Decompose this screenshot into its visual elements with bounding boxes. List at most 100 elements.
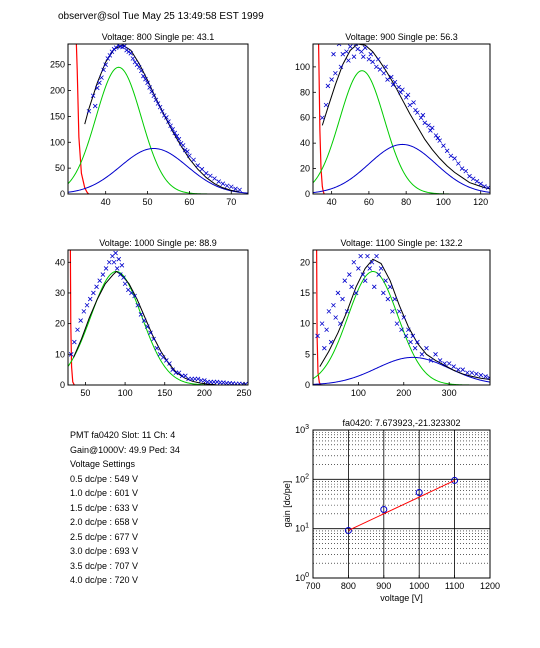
y-tick-label: 250 <box>50 60 65 70</box>
data-point <box>465 370 470 376</box>
data-point <box>84 302 90 308</box>
data-point <box>428 128 433 133</box>
axes: 40 60 80 100 120 0 20 40 60 80 100 <box>295 62 488 207</box>
data-point <box>378 266 384 271</box>
data-point <box>340 51 346 57</box>
data-point <box>116 256 122 262</box>
data-point <box>164 115 169 120</box>
info-line-setting-2-0: 2.0 dc/pe : 658 V <box>70 517 139 527</box>
x-tick-label: 900 <box>376 581 391 591</box>
x-tick-label: 700 <box>305 581 320 591</box>
data-point <box>469 370 475 376</box>
data-point <box>119 263 125 268</box>
y-tick-label: 0 <box>305 189 310 199</box>
x-tick-label: 1000 <box>409 581 429 591</box>
x-tick-label: 1100 <box>445 581 464 591</box>
data-point <box>107 53 113 58</box>
data-point <box>362 45 368 51</box>
data-point <box>398 90 403 95</box>
y-tick-label: 10 <box>55 349 65 359</box>
x-tick-label: 100 <box>351 388 366 398</box>
data-point <box>470 176 476 182</box>
data-point <box>437 138 442 143</box>
y-tick-label: 20 <box>300 164 310 174</box>
x-tick-label: 100 <box>118 388 133 398</box>
data-point <box>130 56 136 61</box>
data-point <box>176 136 182 142</box>
chart-title: Voltage: 1100 Single pe: 132.2 <box>341 238 463 248</box>
data-point <box>92 103 98 109</box>
data-point <box>383 64 388 70</box>
data-point <box>141 318 147 323</box>
gain-point <box>415 489 423 497</box>
pedestal-curve <box>316 250 322 385</box>
data-point <box>429 125 435 131</box>
x-tick-label: 1200 <box>480 581 500 591</box>
data-point <box>400 87 405 93</box>
chart-title: Voltage: 900 Single pe: 56.3 <box>345 32 458 42</box>
chart-title: fa0420: 7.673923,-21.323302 <box>342 418 460 428</box>
data-point <box>113 250 118 256</box>
data-point <box>145 324 150 329</box>
data-point <box>406 327 411 333</box>
gain-point <box>380 505 388 513</box>
data-point <box>212 176 217 181</box>
data-point <box>390 309 395 314</box>
data-point <box>460 367 466 372</box>
x-tick-label: 40 <box>101 197 111 207</box>
data-point <box>355 46 360 52</box>
data-point <box>187 153 192 159</box>
data-point <box>203 171 209 176</box>
data-point <box>138 312 144 317</box>
data-point <box>367 266 373 271</box>
data-point <box>103 266 109 271</box>
data-point <box>387 284 393 290</box>
data-point <box>420 112 426 118</box>
y-tick-label: 101 <box>295 523 309 534</box>
chart-4: Voltage: 1100 Single pe: 132.2 100 200 300 0… <box>300 238 491 398</box>
data-point <box>435 135 441 141</box>
x-tick-label: 300 <box>442 388 457 398</box>
pedestal-curve <box>69 250 75 385</box>
info-line-setting-3-5: 3.5 dc/pe : 707 V <box>70 560 139 571</box>
data-point <box>446 361 452 366</box>
chart-1: Voltage: 800 Single pe: 43.1 40 50 60 70 0 50 1… <box>50 32 249 207</box>
data-point <box>208 173 213 179</box>
data-point <box>331 51 336 57</box>
data-point <box>353 44 359 47</box>
info-line-pmt: PMT fa0420 Slot: 11 Ch: 4 <box>70 430 176 440</box>
data-point <box>388 74 394 80</box>
info-line-setting-1-5: 1.5 dc/pe : 633 V <box>70 502 139 513</box>
data-point <box>97 278 103 283</box>
data-point <box>168 123 173 129</box>
data-point <box>483 374 488 379</box>
data-point <box>455 367 461 372</box>
data-point <box>233 186 238 192</box>
data-point <box>335 290 341 296</box>
y-tick-label: 10 <box>300 319 310 329</box>
data-markers <box>320 44 490 190</box>
y-tick-label: 60 <box>300 113 310 123</box>
data-point <box>362 278 368 283</box>
data-point <box>411 100 416 105</box>
data-point <box>347 44 353 49</box>
data-point <box>170 127 175 132</box>
data-point <box>396 84 401 90</box>
y-tick-label: 20 <box>55 319 65 329</box>
data-point <box>467 173 472 179</box>
data-point <box>459 166 465 171</box>
data-point <box>399 327 404 333</box>
data-point <box>325 83 331 89</box>
data-point <box>75 327 80 333</box>
data-point <box>451 364 456 369</box>
data-point <box>153 97 159 103</box>
x-tick-label: 80 <box>401 197 411 207</box>
data-point <box>91 290 96 296</box>
data-point <box>418 115 424 121</box>
y-tick-label: 100 <box>295 62 310 72</box>
x-tick-label: 150 <box>157 388 172 398</box>
data-point <box>106 259 112 265</box>
data-point <box>403 333 409 339</box>
x-tick-label: 100 <box>436 197 451 207</box>
data-point <box>94 284 99 290</box>
